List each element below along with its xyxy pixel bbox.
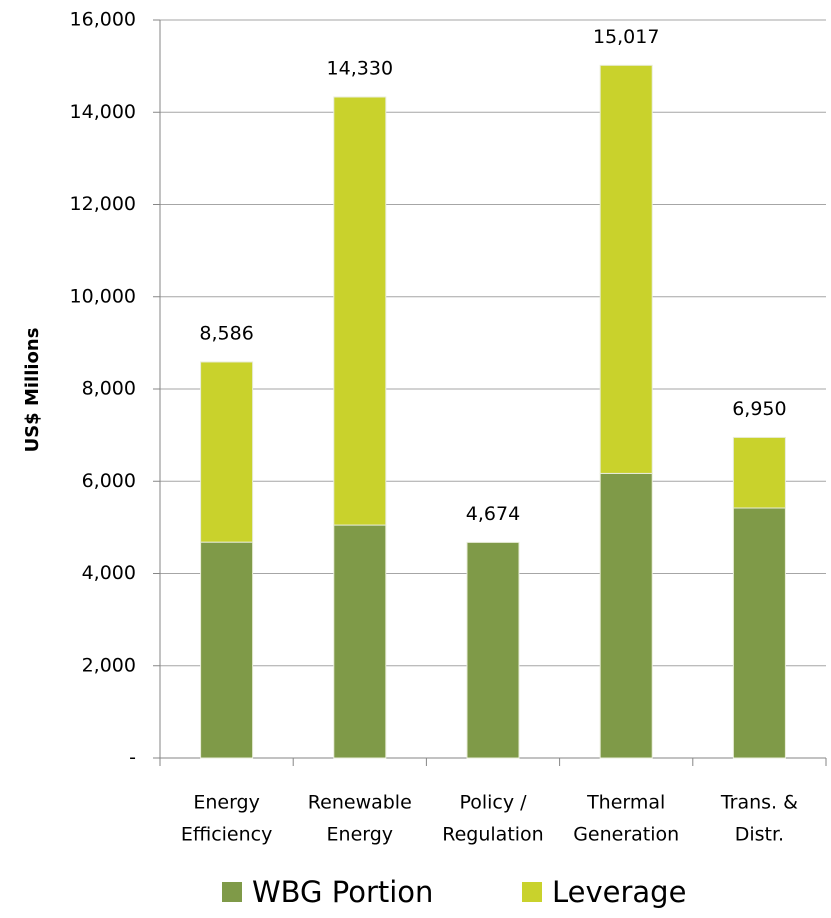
total-label: 4,674 xyxy=(466,503,520,525)
bar-segment xyxy=(599,472,653,759)
x-tick-label: Efficiency xyxy=(181,824,273,846)
legend-label: Leverage xyxy=(552,875,686,909)
bar-segment xyxy=(599,64,653,474)
bar-segment xyxy=(333,96,387,526)
y-tick-label: 10,000 xyxy=(70,285,136,307)
bar-segment xyxy=(466,541,520,759)
total-label: 15,017 xyxy=(593,26,659,48)
legend-swatch xyxy=(222,882,242,902)
y-tick-label: 4,000 xyxy=(82,562,136,584)
y-tick-label: 16,000 xyxy=(70,9,136,31)
bar-segment xyxy=(200,361,254,543)
x-tick-label: Regulation xyxy=(442,824,543,846)
total-label: 6,950 xyxy=(732,398,786,420)
y-tick-label: 6,000 xyxy=(82,470,136,492)
x-tick-label: Renewable xyxy=(308,792,412,814)
total-label: 8,586 xyxy=(199,322,253,344)
y-tick-label: 12,000 xyxy=(70,193,136,215)
bar-segment xyxy=(200,541,254,759)
legend-swatch xyxy=(522,882,542,902)
bar-segment xyxy=(732,507,786,759)
x-tick-label: Energy xyxy=(327,824,394,846)
x-tick-label: Generation xyxy=(573,824,679,846)
legend-label: WBG Portion xyxy=(252,875,433,909)
y-tick-label: 2,000 xyxy=(82,654,136,676)
x-tick-label: Thermal xyxy=(586,792,665,814)
y-tick-label: - xyxy=(129,747,136,769)
x-tick-label: Distr. xyxy=(735,824,784,846)
bar-segment xyxy=(732,436,786,509)
total-label: 14,330 xyxy=(327,58,393,80)
x-tick-label: Policy / xyxy=(459,792,527,814)
x-tick-label: Trans. & xyxy=(720,792,798,814)
bar-segment xyxy=(333,524,387,759)
y-tick-label: 8,000 xyxy=(82,378,136,400)
y-tick-label: 14,000 xyxy=(70,101,136,123)
x-tick-label: Energy xyxy=(193,792,260,814)
y-axis-label: US$ Millions xyxy=(22,328,43,453)
